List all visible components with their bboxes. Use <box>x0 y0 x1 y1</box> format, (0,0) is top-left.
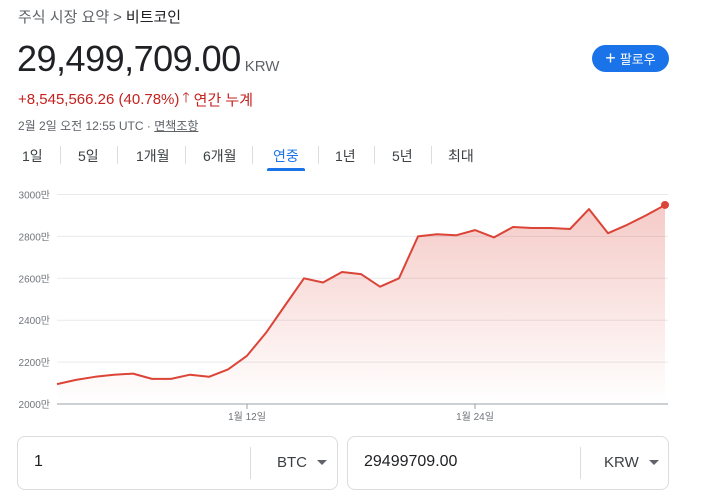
converter-to: KRW <box>347 436 669 490</box>
chevron-down-icon <box>317 460 327 465</box>
tab-divider <box>431 146 432 164</box>
tab-5d[interactable]: 5일 <box>78 148 99 164</box>
converter-from: BTC <box>17 436 338 490</box>
tab-active-indicator <box>267 168 305 171</box>
tab-divider <box>252 146 253 164</box>
x-tick-label: 1월 24일 <box>456 411 494 423</box>
breadcrumb-current: 비트코인 <box>125 9 182 26</box>
latest-price-point <box>661 200 669 209</box>
tab-6m[interactable]: 6개월 <box>203 148 237 164</box>
from-amount-input[interactable] <box>34 453 234 471</box>
price-line <box>56 204 666 386</box>
to-currency-label: KRW <box>604 454 639 471</box>
y-tick-label: 2600만 <box>19 273 50 285</box>
tab-1m[interactable]: 1개월 <box>136 148 170 164</box>
change-period: 연간 누계 <box>193 91 254 109</box>
tab-divider <box>117 146 118 164</box>
follow-button-label: 팔로우 <box>619 52 656 67</box>
chevron-down-icon <box>648 460 659 465</box>
y-tick-label: 2800만 <box>19 231 50 243</box>
y-tick-label: 2200만 <box>19 357 50 369</box>
price-display: 29,499,709.00 KRW <box>17 38 279 80</box>
plus-icon: + <box>605 47 616 68</box>
arrow-up-icon: 🡑 <box>182 89 190 105</box>
tab-1y[interactable]: 1년 <box>335 148 356 164</box>
price-change: +8,545,566.26 (40.78%) 🡑 연간 누계 <box>18 87 253 111</box>
tab-1d[interactable]: 1일 <box>22 148 43 164</box>
to-currency-select[interactable]: KRW <box>604 454 659 471</box>
y-axis-ticks: 3000만 2800만 2600만 2400만 2200만 2000만 <box>19 189 50 411</box>
tab-divider <box>374 146 375 164</box>
breadcrumb-separator: > <box>113 9 122 26</box>
from-currency-select[interactable]: BTC <box>277 454 327 471</box>
y-tick-label: 3000만 <box>19 189 50 201</box>
tab-divider <box>185 146 186 164</box>
breadcrumb: 주식 시장 요약 > 비트코인 <box>18 6 181 27</box>
y-tick-label: 2000만 <box>19 399 50 411</box>
price-area-fill <box>57 205 665 404</box>
range-tabs: 1일 5일 1개월 6개월 연중 1년 5년 최대 <box>0 140 705 172</box>
price-currency: KRW <box>244 58 280 75</box>
tab-5y[interactable]: 5년 <box>392 148 413 164</box>
tab-ytd[interactable]: 연중 <box>273 148 299 164</box>
timestamp: 2월 2일 오전 12:55 UTC <box>18 119 144 133</box>
breadcrumb-parent[interactable]: 주식 시장 요약 <box>18 9 110 26</box>
converter-divider <box>580 447 581 479</box>
price-value: 29,499,709.00 <box>17 38 241 79</box>
tab-max[interactable]: 최대 <box>448 148 474 164</box>
disclaimer-link[interactable]: 면책조항 <box>154 119 199 133</box>
quote-meta: 2월 2일 오전 12:55 UTC · 면책조항 <box>18 117 198 134</box>
x-tick-label: 1월 12일 <box>228 411 266 423</box>
to-amount-input[interactable] <box>364 453 564 471</box>
converter-divider <box>250 447 251 479</box>
meta-dot: · <box>146 119 151 133</box>
follow-button[interactable]: + 팔로우 <box>592 45 669 72</box>
tab-divider <box>318 146 319 164</box>
tab-divider <box>60 146 61 164</box>
from-currency-label: BTC <box>277 454 307 471</box>
change-value: +8,545,566.26 (40.78%) <box>18 90 180 108</box>
x-axis-ticks: 1월 12일 1월 24일 <box>228 404 494 423</box>
y-tick-label: 2400만 <box>19 315 50 327</box>
